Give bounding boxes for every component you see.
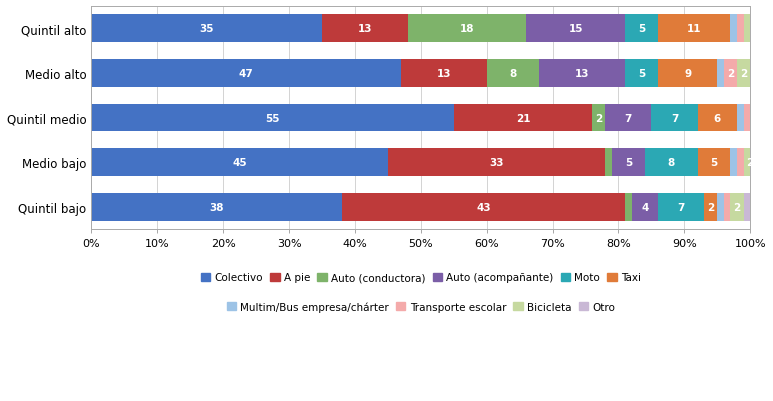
Text: 8: 8 [509,69,516,79]
Bar [744,149,757,176]
Text: 38: 38 [209,203,224,213]
Text: 5: 5 [638,69,645,79]
Text: 55: 55 [265,113,280,123]
Bar [612,149,645,176]
Text: 47: 47 [239,69,254,79]
Bar [744,105,751,132]
Bar [592,105,605,132]
Bar [342,194,625,221]
Text: 4: 4 [641,203,649,213]
Text: 33: 33 [489,158,504,168]
Text: 15: 15 [568,24,583,34]
Bar [724,194,730,221]
Bar [632,194,658,221]
Text: 13: 13 [575,69,590,79]
Bar [454,105,592,132]
Bar [744,15,751,43]
Bar [724,60,737,87]
Bar [407,15,526,43]
Bar [625,194,632,221]
Bar [658,60,717,87]
Bar [697,105,737,132]
Text: 45: 45 [233,158,247,168]
Bar [91,60,401,87]
Text: 8: 8 [668,158,675,168]
Text: 13: 13 [437,69,451,79]
Legend: Multim/Bus empresa/chárter, Transporte escolar, Bicicleta, Otro: Multim/Bus empresa/chárter, Transporte e… [226,302,615,312]
Text: 13: 13 [358,24,372,34]
Text: 43: 43 [476,203,491,213]
Bar [737,60,751,87]
Bar [751,105,757,132]
Bar [757,149,764,176]
Bar [91,105,454,132]
Bar [322,15,407,43]
Bar [730,149,737,176]
Bar [737,149,744,176]
Bar [652,105,697,132]
Bar [605,105,652,132]
Bar [730,15,737,43]
Text: 7: 7 [671,113,678,123]
Bar [658,15,730,43]
Bar [717,194,724,221]
Text: 2: 2 [734,203,741,213]
Text: 2: 2 [740,69,747,79]
Bar [487,60,540,87]
Bar [730,194,744,221]
Bar [645,149,697,176]
Text: 35: 35 [199,24,214,34]
Bar [658,194,704,221]
Text: 5: 5 [638,24,645,34]
Bar [717,60,724,87]
Bar [91,149,388,176]
Text: 5: 5 [625,158,632,168]
Bar [91,194,342,221]
Bar [401,60,487,87]
Bar [744,194,751,221]
Text: 2: 2 [707,203,714,213]
Text: 6: 6 [713,113,721,123]
Text: 5: 5 [710,158,717,168]
Text: 2: 2 [747,158,754,168]
Text: 7: 7 [625,113,632,123]
Bar [91,15,322,43]
Text: 21: 21 [516,113,530,123]
Text: 9: 9 [684,69,691,79]
Text: 2: 2 [727,69,734,79]
Bar [625,15,658,43]
Bar [388,149,605,176]
Bar [737,15,744,43]
Bar [605,149,612,176]
Text: 2: 2 [595,113,602,123]
Bar [625,60,658,87]
Text: 7: 7 [677,203,685,213]
Text: 11: 11 [687,24,701,34]
Bar [540,60,625,87]
Bar [526,15,625,43]
Bar [737,105,744,132]
Text: 18: 18 [460,24,474,34]
Bar [697,149,730,176]
Bar [704,194,717,221]
